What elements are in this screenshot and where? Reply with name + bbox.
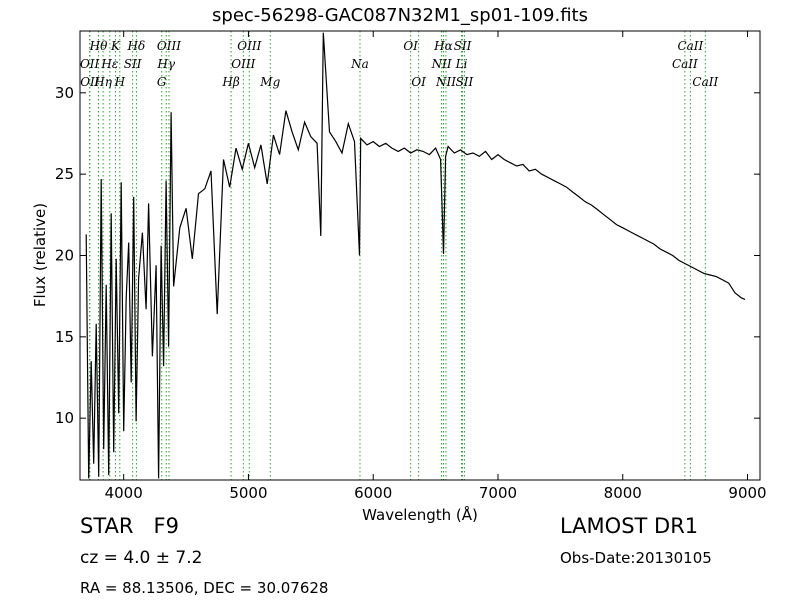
object-subclass: F9 <box>153 514 179 538</box>
x-tick-label: 8000 <box>604 484 642 502</box>
line-label: OII <box>80 75 100 89</box>
spectral-line-markers <box>89 31 706 480</box>
x-tick-label: 6000 <box>354 484 392 502</box>
plot-frame <box>79 30 761 481</box>
line-label: CaII <box>672 57 698 71</box>
y-tick-label: 25 <box>55 165 74 183</box>
line-label: OI <box>403 39 418 53</box>
sky-coordinates: RA = 88.13506, DEC = 30.07628 <box>80 579 329 597</box>
x-tick-label: 5000 <box>229 484 267 502</box>
line-label: Mg <box>259 75 280 89</box>
line-label: Li <box>455 57 468 71</box>
line-label: CaII <box>692 75 718 89</box>
spectrum-line <box>85 32 746 479</box>
y-tick-label: 15 <box>55 328 74 346</box>
line-label: NII <box>435 75 456 89</box>
y-axis-label: Flux (relative) <box>31 202 49 308</box>
survey-name: LAMOST DR1 <box>560 514 699 538</box>
line-label: OII <box>80 57 100 71</box>
line-label: Hα <box>433 39 453 53</box>
line-label: Na <box>350 57 369 71</box>
line-label: K <box>110 39 121 53</box>
observation-date: Obs-Date:20130105 <box>560 549 712 567</box>
object-class: STAR <box>80 514 134 538</box>
spectral-line-labels: OII OII Hθ Hη Hε K H SII Hδ G Hγ OIII Hβ OIII OIII Mg Na… <box>80 39 719 89</box>
line-label: G <box>157 75 167 89</box>
line-label: NII <box>431 57 452 71</box>
y-tick-label: 30 <box>55 84 74 102</box>
x-tick-label: 4000 <box>105 484 143 502</box>
line-label: Hβ <box>221 75 239 89</box>
x-tick-label: 7000 <box>479 484 517 502</box>
redshift-readout: cz = 4.0 ± 7.2 <box>80 548 203 568</box>
y-tick-label: 20 <box>55 247 74 265</box>
chart-title: spec-56298-GAC087N32M1_sp01-109.fits <box>212 5 588 26</box>
line-label: OIII <box>231 57 255 71</box>
line-label: Hγ <box>156 57 175 71</box>
line-label: SII <box>456 75 474 89</box>
line-label: H <box>114 75 126 89</box>
line-label: Hη <box>93 75 112 89</box>
line-label: Hθ <box>89 39 108 53</box>
line-label: OIII <box>157 39 181 53</box>
y-tick-label: 10 <box>55 409 74 427</box>
line-label: CaII <box>677 39 703 53</box>
line-label: OIII <box>237 39 261 53</box>
line-label: Hε <box>100 57 118 71</box>
x-axis-label: Wavelength (Å) <box>362 506 478 524</box>
object-classification: STAR F9 <box>80 514 179 538</box>
line-label: Hδ <box>127 39 146 53</box>
x-tick-label: 9000 <box>728 484 766 502</box>
line-label: SII <box>124 57 142 71</box>
line-label: OI <box>411 75 426 89</box>
line-label: SII <box>454 39 472 53</box>
axis-ticks: 4000 5000 6000 7000 8000 9000 10 15 20 25 30 <box>55 31 767 502</box>
